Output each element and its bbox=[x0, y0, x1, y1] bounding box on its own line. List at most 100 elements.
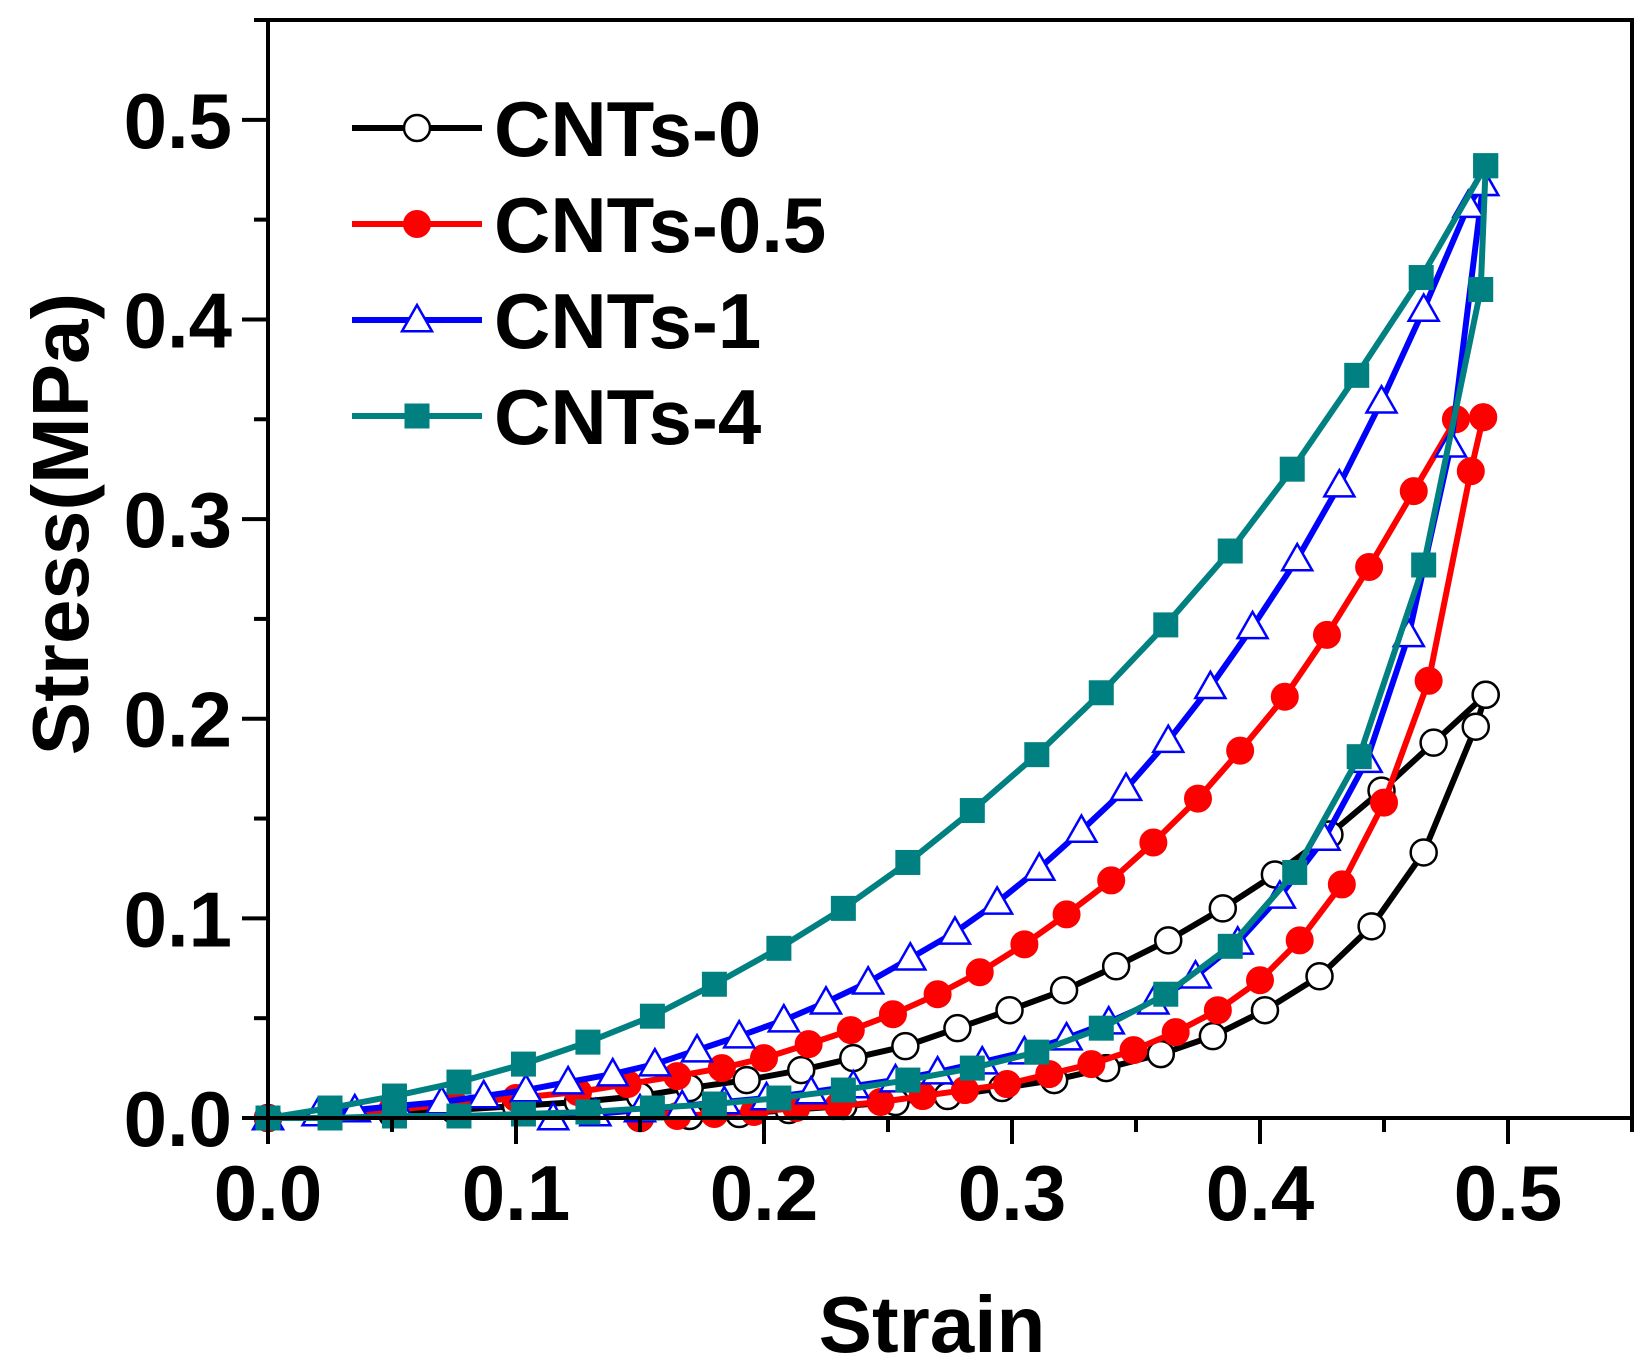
data-point bbox=[1217, 538, 1243, 564]
data-point bbox=[1344, 362, 1370, 388]
data-point bbox=[1322, 467, 1357, 498]
series-layer bbox=[250, 153, 1501, 1133]
data-point bbox=[1203, 996, 1232, 1025]
data-point bbox=[466, 1078, 501, 1109]
data-point bbox=[1088, 1015, 1114, 1041]
y-tick-label: 0.1 bbox=[124, 875, 232, 963]
y-tick-label: 0.2 bbox=[124, 676, 232, 764]
data-point bbox=[1327, 870, 1356, 899]
x-axis-title: Strain bbox=[819, 1280, 1046, 1367]
data-point bbox=[1108, 771, 1144, 802]
data-point bbox=[575, 1029, 601, 1055]
data-point bbox=[1235, 609, 1270, 640]
data-point bbox=[1193, 669, 1228, 700]
data-point bbox=[701, 1091, 727, 1117]
data-point bbox=[1411, 552, 1437, 578]
data-point bbox=[550, 1064, 586, 1095]
data-point bbox=[808, 984, 844, 1015]
data-point bbox=[1471, 680, 1500, 710]
data-point bbox=[1469, 403, 1498, 432]
data-point bbox=[1024, 742, 1050, 768]
data-point bbox=[1208, 894, 1238, 923]
legend-item: CNTs-4 bbox=[352, 373, 761, 461]
data-point bbox=[1346, 744, 1372, 770]
legend-item: CNTs-0.5 bbox=[352, 181, 826, 269]
data-point bbox=[732, 1065, 761, 1095]
series-line-loading bbox=[267, 692, 1488, 1121]
data-point bbox=[1246, 966, 1274, 995]
data-point bbox=[1399, 477, 1428, 506]
x-tick-label: 0.5 bbox=[1454, 1149, 1562, 1237]
data-point bbox=[836, 1016, 865, 1045]
legend-item: CNTs-0 bbox=[352, 85, 761, 173]
data-point bbox=[575, 1099, 601, 1125]
data-point bbox=[1305, 962, 1334, 991]
data-point bbox=[639, 1003, 665, 1029]
data-point bbox=[794, 1030, 823, 1059]
x-tick-label: 0.3 bbox=[958, 1149, 1066, 1237]
data-point bbox=[1408, 265, 1434, 291]
data-point bbox=[707, 1054, 736, 1083]
data-point bbox=[895, 849, 921, 875]
data-point bbox=[878, 1000, 907, 1029]
data-point bbox=[1355, 553, 1384, 582]
data-point bbox=[766, 1002, 801, 1033]
legend-marker bbox=[399, 302, 435, 333]
data-point bbox=[1153, 926, 1183, 955]
data-point bbox=[1139, 828, 1168, 857]
data-point bbox=[1419, 728, 1448, 757]
data-point bbox=[959, 798, 985, 824]
data-point bbox=[1250, 995, 1280, 1025]
data-point bbox=[1473, 153, 1499, 179]
series-line-loading bbox=[267, 414, 1484, 1121]
data-point bbox=[1119, 1036, 1148, 1065]
y-axis-title: Stress(MPa) bbox=[16, 293, 105, 755]
legend-label: CNTs-1 bbox=[494, 277, 761, 365]
data-point bbox=[893, 940, 928, 971]
data-point bbox=[1010, 930, 1039, 959]
ticks-layer: 0.0 0.1 0.2 0.3 0.4 0.5 0.0 0.1 0.2 0.3 0.4 0.5 bbox=[124, 18, 1634, 1237]
data-point bbox=[1151, 723, 1186, 754]
data-point bbox=[1282, 859, 1308, 885]
y-tick-label: 0.0 bbox=[124, 1075, 232, 1163]
data-point bbox=[1285, 926, 1314, 955]
y-tick-label: 0.5 bbox=[124, 77, 232, 165]
data-point bbox=[766, 935, 792, 961]
y-tick-label: 0.3 bbox=[124, 476, 232, 564]
data-point bbox=[1461, 712, 1491, 741]
data-point bbox=[839, 1043, 868, 1073]
data-point bbox=[830, 1077, 856, 1103]
data-point bbox=[950, 1076, 979, 1105]
data-point bbox=[1226, 736, 1255, 765]
data-point bbox=[979, 884, 1015, 915]
x-tick-label: 0.1 bbox=[462, 1149, 570, 1237]
data-point bbox=[866, 1088, 895, 1117]
data-point bbox=[750, 1044, 778, 1073]
data-point bbox=[679, 1032, 715, 1063]
series-CNTs-4 bbox=[255, 153, 1499, 1131]
data-point bbox=[937, 914, 973, 945]
data-point bbox=[508, 1072, 544, 1103]
data-point bbox=[993, 1070, 1022, 1099]
data-point bbox=[1414, 666, 1443, 695]
data-point bbox=[830, 895, 856, 921]
data-point bbox=[1406, 291, 1441, 322]
data-point bbox=[446, 1069, 472, 1095]
data-point bbox=[1153, 612, 1179, 638]
series-CNTs-0.5 bbox=[254, 403, 1498, 1132]
data-point bbox=[1064, 813, 1099, 844]
data-point bbox=[1357, 912, 1386, 941]
data-point bbox=[1456, 457, 1485, 486]
plot-frame bbox=[266, 18, 1634, 1120]
data-point bbox=[851, 964, 886, 995]
legend-marker bbox=[402, 113, 432, 143]
data-point bbox=[1024, 1039, 1050, 1065]
data-point bbox=[1052, 900, 1081, 929]
data-point bbox=[1153, 981, 1179, 1007]
series-CNTs-0 bbox=[253, 680, 1500, 1133]
data-point bbox=[595, 1056, 630, 1087]
data-point bbox=[1312, 620, 1341, 649]
data-point bbox=[1279, 456, 1305, 482]
data-point bbox=[1049, 975, 1079, 1005]
